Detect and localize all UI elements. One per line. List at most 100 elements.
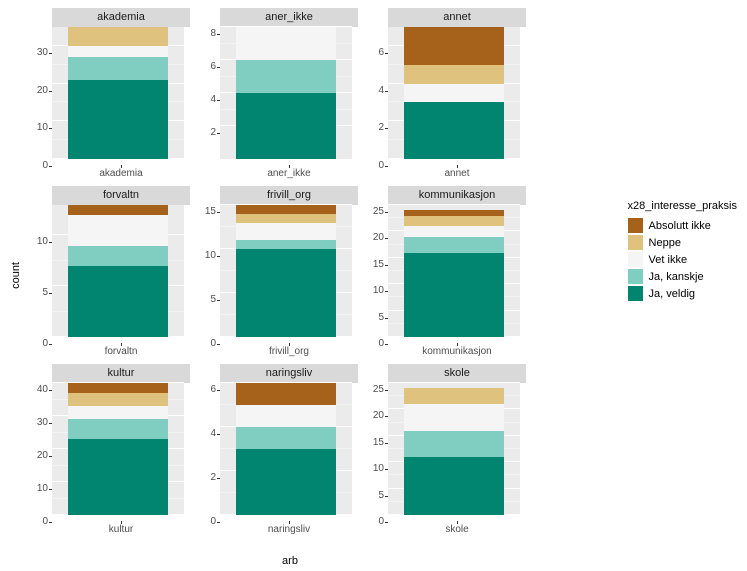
y-tick: 6 [378, 48, 384, 58]
bar-segment-ja_kanskje [236, 240, 336, 249]
bar-segment-vet_ikke [236, 405, 336, 427]
legend-label: Vet ikke [649, 254, 688, 266]
y-tick: 25 [373, 385, 384, 395]
panel [52, 27, 184, 159]
bar-segment-ja_veldig [236, 93, 336, 159]
bar-segment-vet_ikke [68, 215, 168, 245]
panel [52, 383, 184, 515]
facet-skole: skole0510152025skole [358, 364, 526, 542]
bar-segment-ja_kanskje [236, 427, 336, 449]
facet-kommunikasjon: kommunikasjon0510152025kommunikasjon [358, 186, 526, 364]
y-tick: 0 [210, 517, 216, 527]
panel [388, 205, 520, 337]
facet-strip: naringsliv [220, 364, 358, 383]
bar-segment-ja_veldig [68, 266, 168, 337]
y-tick: 5 [378, 491, 384, 501]
bar-segment-neppe [68, 27, 168, 46]
legend-label: Ja, kanskje [649, 271, 704, 283]
bar-segment-ja_kanskje [236, 60, 336, 93]
y-tick: 0 [210, 339, 216, 349]
stacked-bar [236, 205, 336, 337]
panel [220, 205, 352, 337]
y-tick: 4 [210, 95, 216, 105]
bar-segment-neppe [404, 65, 504, 84]
legend-item: Absolutt ikke [628, 218, 737, 233]
x-tick-label: annet [388, 166, 526, 186]
bar-segment-ja_veldig [68, 80, 168, 159]
bar-segment-ja_veldig [404, 253, 504, 337]
legend-swatch [628, 286, 643, 301]
bar-segment-vet_ikke [236, 27, 336, 60]
facet-strip: forvaltn [52, 186, 190, 205]
y-tick: 30 [37, 48, 48, 58]
y-axis: 010203040 [22, 383, 52, 522]
bar-segment-absolutt_ikke [404, 210, 504, 215]
stacked-bar [236, 383, 336, 515]
facet-strip: kommunikasjon [388, 186, 526, 205]
y-tick: 0 [378, 517, 384, 527]
y-tick: 30 [37, 418, 48, 428]
panel [388, 383, 520, 515]
bar-segment-vet_ikke [236, 223, 336, 241]
y-axis: 0102030 [22, 27, 52, 166]
y-tick: 0 [42, 161, 48, 171]
bar-segment-ja_veldig [236, 449, 336, 515]
y-tick: 20 [373, 233, 384, 243]
y-tick: 25 [373, 207, 384, 217]
y-tick: 8 [210, 29, 216, 39]
bar-segment-ja_veldig [68, 439, 168, 515]
bar-segment-ja_veldig [404, 457, 504, 515]
stacked-bar [68, 27, 168, 159]
bar-segment-absolutt_ikke [404, 27, 504, 65]
bar-segment-ja_veldig [404, 102, 504, 159]
y-tick: 10 [37, 123, 48, 133]
bar-segment-absolutt_ikke [68, 205, 168, 215]
y-axis: 0510 [22, 205, 52, 344]
facet-strip: aner_ikke [220, 8, 358, 27]
y-axis: 0510152025 [358, 383, 388, 522]
bar-segment-neppe [404, 388, 504, 404]
y-tick: 10 [373, 464, 384, 474]
x-tick-label: kommunikasjon [388, 344, 526, 364]
bar-segment-ja_kanskje [68, 419, 168, 439]
facet-aner_ikke: aner_ikke2468aner_ikke [190, 8, 358, 186]
y-tick: 10 [37, 237, 48, 247]
y-tick: 40 [37, 385, 48, 395]
bar-segment-vet_ikke [68, 406, 168, 419]
y-tick: 2 [210, 128, 216, 138]
legend-label: Neppe [649, 237, 681, 249]
y-axis: 051015 [190, 205, 220, 344]
x-axis-label: arb [40, 555, 540, 567]
facet-grid: akademia0102030akademiaaner_ikke2468aner… [22, 8, 526, 542]
bar-segment-ja_veldig [236, 249, 336, 337]
panel [52, 205, 184, 337]
legend-swatch [628, 235, 643, 250]
stacked-bar [404, 210, 504, 337]
x-tick-label: frivill_org [220, 344, 358, 364]
facet-strip: akademia [52, 8, 190, 27]
x-tick-label: naringsliv [220, 522, 358, 542]
y-tick: 6 [210, 62, 216, 72]
legend-swatch [628, 252, 643, 267]
facet-naringsliv: naringsliv0246naringsliv [190, 364, 358, 542]
bar-segment-ja_kanskje [404, 431, 504, 457]
bar-segment-ja_kanskje [68, 57, 168, 80]
y-tick: 15 [373, 260, 384, 270]
y-tick: 0 [378, 161, 384, 171]
x-tick-label: skole [388, 522, 526, 542]
y-tick: 0 [42, 339, 48, 349]
y-tick: 5 [210, 295, 216, 305]
facet-chart: count akademia0102030akademiaaner_ikke24… [8, 8, 526, 542]
y-tick: 5 [378, 313, 384, 323]
legend-swatch [628, 269, 643, 284]
facet-frivill_org: frivill_org051015frivill_org [190, 186, 358, 364]
facet-annet: annet0246annet [358, 8, 526, 186]
panel [220, 383, 352, 515]
y-tick: 5 [42, 288, 48, 298]
y-tick: 20 [37, 451, 48, 461]
y-axis: 2 4 6 8 [190, 27, 220, 166]
panel [388, 27, 520, 159]
bar-segment-absolutt_ikke [236, 205, 336, 214]
bar-segment-absolutt_ikke [68, 383, 168, 393]
y-axis: 0510152025 [358, 205, 388, 344]
